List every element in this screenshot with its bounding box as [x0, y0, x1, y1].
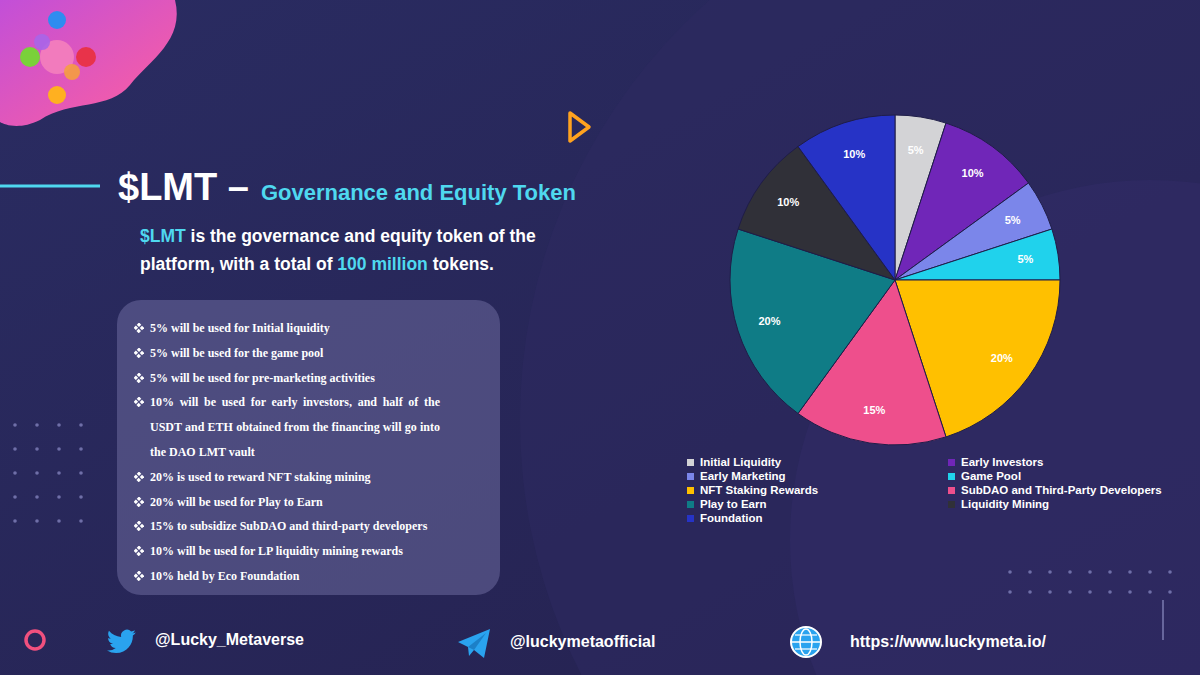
svg-text:10%: 10% — [843, 148, 865, 160]
html-text:NFT Staking Rewards: NFT Staking Rewards — [700, 484, 819, 496]
html-text:10% will be used for early inv: 10% will be used for early investors, an… — [150, 395, 440, 459]
html-text:5% will be used for pre-market: 5% will be used for pre-marketing activi… — [150, 370, 375, 385]
html-text:https://www.luckymeta.io/: https://www.luckymeta.io/ — [850, 633, 1046, 650]
html-text:15% to subsidize SubDAO and th: 15% to subsidize SubDAO and third-party … — [150, 519, 428, 534]
html-text:@Lucky_Metaverse: @Lucky_Metaverse — [155, 631, 304, 648]
svg-text:15%: 15% — [863, 404, 885, 416]
html-text:Early Marketing: Early Marketing — [700, 470, 786, 482]
svg-text:5%: 5% — [908, 144, 924, 156]
svg-text:10%: 10% — [777, 196, 799, 208]
svg-text:5%: 5% — [1005, 214, 1021, 226]
html-text:SubDAO and Third-Party Develop: SubDAO and Third-Party Developers — [961, 484, 1162, 496]
svg-text:10%: 10% — [962, 167, 984, 179]
html-text:5% will be used for the game p: 5% will be used for the game pool — [150, 345, 324, 360]
html-text:Foundation: Foundation — [700, 512, 763, 524]
html-text:10% held by Eco Foundation: 10% held by Eco Foundation — [150, 569, 300, 583]
html-text:@luckymetaofficial: @luckymetaofficial — [510, 633, 656, 650]
html-text:10% will be used for LP liquid: 10% will be used for LP liquidity mining… — [150, 544, 403, 559]
svg-text:5%: 5% — [1017, 253, 1033, 265]
html-text:$LMT – Governance and Equity T: $LMT – Governance and Equity Token — [118, 166, 576, 208]
html-text:20% is used to reward NFT stak: 20% is used to reward NFT staking mining — [150, 469, 371, 484]
html-text:Game Pool: Game Pool — [961, 470, 1022, 482]
svg-text:20%: 20% — [991, 352, 1013, 364]
html-text:Initial Liquidity: Initial Liquidity — [700, 456, 782, 468]
html-text:Early Investors: Early Investors — [961, 456, 1044, 468]
html-text:Play to Earn: Play to Earn — [700, 498, 767, 510]
html-text:20% will be used for Play to E: 20% will be used for Play to Earn — [150, 494, 323, 509]
html-text:5% will be used for Initial li: 5% will be used for Initial liquidity — [150, 321, 330, 335]
svg-text:20%: 20% — [758, 315, 780, 327]
html-text:Liquidity Mining: Liquidity Mining — [961, 498, 1050, 510]
html-text:$LMT is the governance and equ: $LMT is the governance and equity token … — [140, 226, 536, 274]
